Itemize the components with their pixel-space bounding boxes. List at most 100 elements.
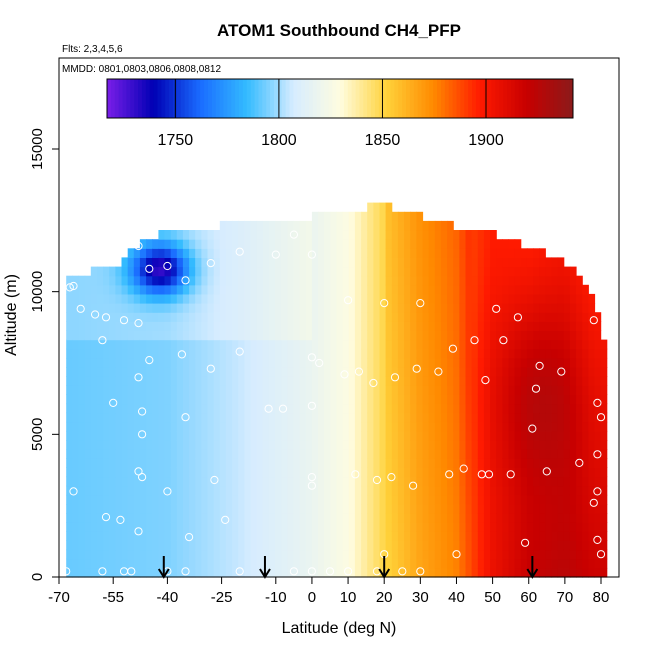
heatmap-cell (594, 357, 602, 368)
heatmap-cell (152, 430, 159, 441)
heatmap-cell (324, 367, 331, 377)
heatmap-cell (115, 485, 123, 496)
heatmap-cell (72, 403, 80, 414)
heatmap-cell (195, 485, 202, 496)
heatmap-cell (533, 440, 540, 450)
heatmap-cell (299, 412, 307, 423)
heatmap-cell (354, 385, 362, 395)
heatmap-cell (447, 266, 454, 277)
heatmap-cell (336, 211, 344, 222)
heatmap-cell (490, 394, 497, 405)
heatmap-cell (342, 476, 350, 487)
heatmap-cell (66, 558, 73, 569)
heatmap-cell (84, 339, 92, 350)
heatmap-cell (391, 385, 399, 395)
x-tick-label: 50 (484, 589, 501, 606)
heatmap-cell (281, 513, 288, 523)
heatmap-cell (115, 567, 123, 578)
heatmap-cell (299, 303, 307, 313)
sample-point (289, 230, 298, 239)
heatmap-cell (600, 357, 608, 368)
heatmap-cell (379, 348, 387, 359)
heatmap-cell (520, 257, 528, 268)
heatmap-cell (422, 348, 430, 359)
heatmap-cell (324, 458, 331, 468)
heatmap-cell (330, 485, 338, 496)
heatmap-cell (594, 330, 602, 341)
heatmap-cell (336, 476, 344, 487)
heatmap-cell (207, 522, 215, 532)
heatmap-cell (379, 312, 387, 322)
heatmap-cell (336, 348, 344, 359)
heatmap-cell (66, 339, 73, 350)
heatmap-cell (569, 467, 577, 478)
heatmap-cell (195, 239, 202, 249)
heatmap-cell (238, 367, 245, 377)
heatmap-cell (391, 248, 399, 258)
heatmap-cell (397, 531, 405, 541)
heatmap-cell (569, 303, 577, 313)
heatmap-cell (287, 531, 295, 541)
colorbar-segment (565, 79, 570, 118)
heatmap-cell (195, 385, 202, 395)
heatmap-cell (483, 430, 491, 441)
heatmap-cell (195, 330, 202, 341)
heatmap-cell (576, 567, 583, 578)
heatmap-cell (354, 430, 362, 441)
heatmap-cell (354, 230, 362, 240)
heatmap-cell (152, 504, 159, 514)
colorbar-segment (503, 79, 508, 118)
colorbar-segment (165, 79, 170, 118)
heatmap-cell (582, 494, 589, 505)
heatmap-cell (551, 513, 559, 523)
heatmap-cell (238, 421, 245, 432)
heatmap-cell (569, 421, 577, 432)
heatmap-cell (576, 467, 583, 478)
heatmap-cell (514, 467, 522, 478)
heatmap-cell (557, 385, 565, 395)
heatmap-cell (281, 421, 288, 432)
heatmap-cell (115, 385, 123, 395)
heatmap-cell (238, 321, 245, 331)
heatmap-cell (207, 257, 215, 268)
colorbar-segment (538, 79, 543, 118)
heatmap-cell (502, 467, 510, 478)
heatmap-cell (342, 485, 350, 496)
heatmap-cell (164, 248, 172, 258)
heatmap-cell (182, 321, 190, 331)
heatmap-cell (121, 467, 129, 478)
heatmap-cell (103, 321, 110, 331)
heatmap-cell (459, 357, 467, 368)
heatmap-cell (477, 531, 485, 541)
heatmap-cell (397, 467, 405, 478)
heatmap-cell (539, 467, 546, 478)
heatmap-cell (146, 485, 153, 496)
heatmap-cell (496, 367, 503, 377)
heatmap-cell (600, 540, 608, 551)
heatmap-cell (219, 430, 227, 441)
heatmap-cell (397, 303, 405, 313)
heatmap-cell (508, 421, 516, 432)
heatmap-cell (66, 357, 73, 368)
heatmap-cell (539, 275, 546, 286)
heatmap-cell (526, 513, 534, 523)
heatmap-cell (115, 275, 123, 286)
colorbar-segment (351, 79, 357, 118)
heatmap-cell (545, 376, 553, 386)
heatmap-cell (447, 522, 454, 532)
heatmap-cell (434, 412, 442, 423)
heatmap-cell (539, 549, 546, 560)
heatmap-cell (281, 385, 288, 395)
heatmap-cell (588, 567, 596, 578)
heatmap-cell (551, 312, 559, 322)
heatmap-cell (133, 504, 141, 514)
heatmap-cell (477, 504, 485, 514)
heatmap-cell (434, 394, 442, 405)
heatmap-cell (416, 211, 424, 222)
heatmap-cell (348, 376, 356, 386)
sample-point (163, 261, 172, 271)
heatmap-cell (557, 494, 565, 505)
heatmap-cell (115, 321, 123, 331)
colorbar-segment (312, 79, 318, 118)
heatmap-cell (336, 367, 344, 377)
